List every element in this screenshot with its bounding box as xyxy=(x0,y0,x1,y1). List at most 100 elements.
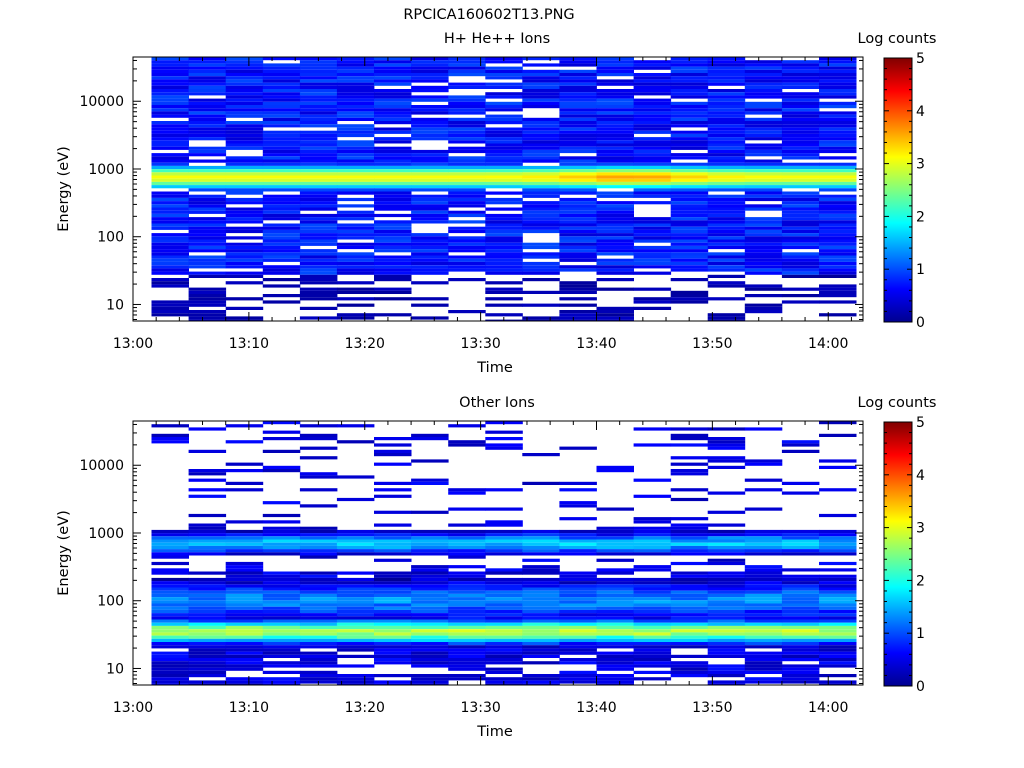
spectrogram-cell xyxy=(781,577,820,582)
spectrogram-cell xyxy=(781,111,820,115)
spectrogram-cell xyxy=(596,661,634,665)
spectrogram-cell xyxy=(633,63,672,67)
spectrogram-cell xyxy=(670,619,709,623)
spectrogram-cell xyxy=(670,73,709,77)
spectrogram-cell xyxy=(559,85,597,89)
spectrogram-cell xyxy=(411,63,449,67)
colorbar-tick-label: 5 xyxy=(916,51,925,67)
spectrogram-cell xyxy=(670,667,709,671)
spectrogram-cell xyxy=(670,664,709,668)
spectrogram-cell xyxy=(151,581,189,585)
spectrogram-cell xyxy=(411,258,449,262)
spectrogram-cell xyxy=(151,236,189,240)
spectrogram-cell xyxy=(225,191,264,195)
spectrogram-cell xyxy=(262,175,301,179)
spectrogram-cell xyxy=(522,638,560,642)
spectrogram-cell xyxy=(781,76,820,80)
spectrogram-cell xyxy=(670,117,709,121)
spectrogram-cell xyxy=(374,651,412,655)
spectrogram-cell xyxy=(781,613,820,617)
spectrogram-cell xyxy=(522,265,560,269)
spectrogram-cell xyxy=(448,194,486,198)
spectrogram-cell xyxy=(707,226,746,230)
spectrogram-cell xyxy=(819,60,857,64)
spectrogram-cell xyxy=(262,600,301,604)
spectrogram-cell xyxy=(262,539,301,543)
spectrogram-cell xyxy=(596,600,634,604)
spectrogram-cell xyxy=(336,606,375,610)
spectrogram-cell xyxy=(559,319,597,321)
spectrogram-cell xyxy=(336,226,375,230)
spectrogram-cell xyxy=(448,638,486,642)
spectrogram-cell xyxy=(781,642,820,646)
spectrogram-cell xyxy=(151,69,189,73)
spectrogram-cell xyxy=(633,520,672,524)
spectrogram-cell xyxy=(411,169,449,173)
spectrogram-cell xyxy=(374,261,412,266)
spectrogram-cell xyxy=(188,469,227,473)
spectrogram-cell xyxy=(633,584,672,588)
spectrogram-cell xyxy=(188,117,227,121)
spectrogram-cell xyxy=(707,121,746,125)
spectrogram-cell xyxy=(188,178,227,182)
spectrogram-cell xyxy=(522,210,560,214)
spectrogram-cell xyxy=(522,95,560,99)
spectrogram-cell xyxy=(448,127,486,131)
spectrogram-cell xyxy=(374,523,412,527)
spectrogram-cell xyxy=(225,140,264,144)
spectrogram-cell xyxy=(336,159,375,163)
spectrogram-cell xyxy=(633,427,672,431)
spectrogram-cell xyxy=(188,79,227,83)
spectrogram-cell xyxy=(151,242,189,246)
spectrogram-cell xyxy=(225,565,264,569)
panel-title: Other Ions xyxy=(459,395,535,411)
spectrogram-cell xyxy=(299,616,338,620)
spectrogram-cell xyxy=(744,229,783,234)
spectrogram-cell xyxy=(485,162,523,166)
spectrogram-cell xyxy=(151,616,189,620)
spectrogram-cell xyxy=(225,680,264,684)
spectrogram-cell xyxy=(151,539,189,543)
y-tick-label: 100 xyxy=(97,594,124,610)
spectrogram-cell xyxy=(707,670,746,674)
spectrogram-cell xyxy=(781,210,820,214)
spectrogram-cell xyxy=(374,233,412,237)
spectrogram-cell xyxy=(336,255,375,259)
spectrogram-cell xyxy=(448,619,486,623)
spectrogram-cell xyxy=(262,130,301,134)
spectrogram-cell xyxy=(781,185,820,189)
spectrogram-cell xyxy=(781,491,820,495)
spectrogram-cell xyxy=(596,465,634,469)
spectrogram-cell xyxy=(670,63,709,67)
spectrogram-cell xyxy=(262,609,301,614)
spectrogram-cell xyxy=(744,249,783,253)
spectrogram-cell xyxy=(596,236,634,240)
spectrogram-cell xyxy=(374,181,412,186)
spectrogram-cell xyxy=(448,261,486,266)
spectrogram-cell xyxy=(781,481,820,485)
spectrogram-cell xyxy=(633,552,672,556)
spectrogram-cell xyxy=(633,265,672,269)
spectrogram-cell xyxy=(633,255,672,259)
spectrogram-cell xyxy=(151,561,189,566)
spectrogram-cell xyxy=(559,600,597,604)
spectrogram-cell xyxy=(188,98,227,102)
spectrogram-cell xyxy=(188,294,227,298)
spectrogram-cell xyxy=(225,111,264,115)
spectrogram-cell xyxy=(670,297,709,301)
spectrogram-cell xyxy=(781,606,820,610)
spectrogram-cell xyxy=(707,63,746,67)
spectrogram-cell xyxy=(374,63,412,67)
spectrogram-cell xyxy=(151,584,189,588)
spectrogram-cell xyxy=(633,642,672,646)
spectrogram-cell xyxy=(151,137,189,141)
spectrogram-cell xyxy=(336,577,375,582)
spectrogram-cell xyxy=(781,552,820,556)
spectrogram-cell xyxy=(707,571,746,575)
spectrogram-cell xyxy=(559,207,597,211)
spectrogram-cell xyxy=(151,278,189,282)
spectrogram-cell xyxy=(225,622,264,626)
spectrogram-cell xyxy=(374,549,412,553)
spectrogram-cell xyxy=(670,194,709,198)
spectrogram-cell xyxy=(262,571,301,575)
